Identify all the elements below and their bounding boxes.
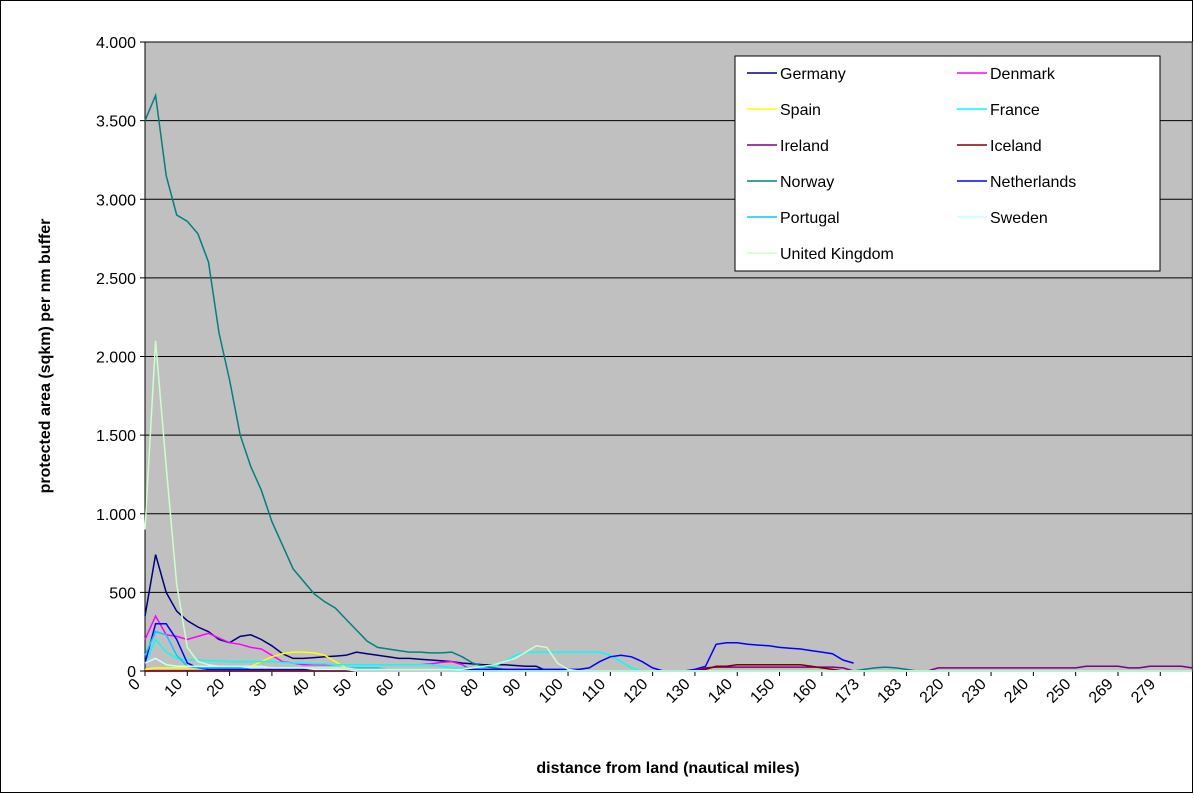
y-tick-label: 3.000: [96, 192, 136, 209]
legend-label: Ireland: [780, 138, 829, 155]
legend-label: Denmark: [990, 66, 1056, 83]
series-line: [144, 340, 1192, 672]
y-tick-label: 1.500: [96, 428, 136, 445]
legend-label: Spain: [780, 102, 821, 119]
y-tick-label: 1.000: [96, 507, 136, 524]
legend-label: Germany: [780, 66, 846, 83]
legend-label: Norway: [780, 174, 834, 191]
y-tick-label: 2.500: [96, 271, 136, 288]
legend-label: Iceland: [990, 138, 1042, 155]
legend-box: [734, 55, 1161, 272]
legend-label: France: [990, 102, 1040, 119]
legend-label: Netherlands: [990, 174, 1076, 191]
x-axis-title: distance from land (nautical miles): [536, 760, 799, 777]
legend-label: Portugal: [780, 210, 840, 227]
legend-label: United Kingdom: [780, 246, 894, 263]
y-tick-label: 0: [127, 664, 136, 681]
y-tick-label: 2.000: [96, 350, 136, 367]
y-axis-title: protected area (sqkm) per nm buffer: [37, 219, 54, 494]
series-line: [144, 623, 854, 672]
y-tick-label: 500: [109, 585, 136, 602]
y-tick-label: 3.500: [96, 114, 136, 131]
legend-label: Sweden: [990, 210, 1048, 227]
y-tick-label: 4.000: [96, 35, 136, 52]
